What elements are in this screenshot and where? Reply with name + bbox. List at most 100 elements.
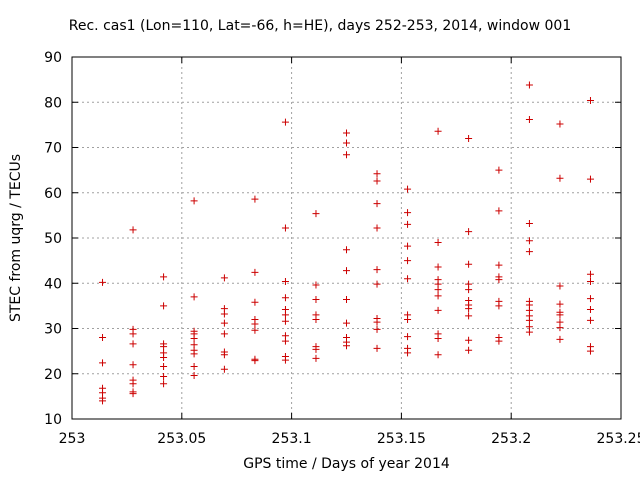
data-point bbox=[373, 224, 381, 232]
y-tick-label: 60 bbox=[44, 186, 62, 202]
data-point bbox=[373, 266, 381, 274]
data-point bbox=[312, 296, 320, 304]
data-point bbox=[525, 115, 533, 123]
data-point bbox=[160, 273, 168, 281]
data-point bbox=[586, 175, 594, 183]
data-point bbox=[434, 351, 442, 359]
data-point bbox=[465, 228, 473, 236]
data-point bbox=[343, 139, 350, 147]
data-point bbox=[343, 246, 350, 254]
x-tick-label: 253.15 bbox=[377, 431, 426, 447]
data-point bbox=[281, 337, 289, 345]
y-tick-labels: 10 20 30 40 50 60 70 80 90 bbox=[44, 50, 62, 428]
data-point bbox=[404, 333, 412, 341]
grid-layer bbox=[72, 57, 621, 419]
data-point bbox=[434, 263, 442, 271]
y-tick-label: 70 bbox=[44, 141, 62, 157]
data-point bbox=[556, 324, 564, 332]
data-point bbox=[190, 197, 198, 205]
data-point bbox=[495, 337, 503, 345]
data-point bbox=[160, 302, 168, 310]
data-point bbox=[373, 280, 381, 288]
data-point bbox=[465, 346, 473, 354]
data-point bbox=[373, 318, 381, 326]
data-point bbox=[586, 316, 594, 324]
data-point bbox=[160, 363, 168, 371]
data-point bbox=[281, 356, 289, 364]
data-point bbox=[281, 317, 289, 325]
data-point bbox=[281, 294, 289, 302]
data-point bbox=[99, 334, 107, 342]
data-point bbox=[434, 239, 442, 247]
y-tick-label: 30 bbox=[44, 322, 62, 338]
data-point bbox=[586, 277, 594, 285]
data-point bbox=[251, 326, 259, 334]
data-point bbox=[251, 268, 259, 276]
x-tick-labels: 253 253.05 253.1 253.15 253.2 253.25 bbox=[59, 431, 640, 447]
data-point bbox=[190, 293, 198, 301]
x-axis-label: GPS time / Days of year 2014 bbox=[243, 456, 450, 472]
data-point bbox=[312, 315, 320, 323]
data-point bbox=[434, 286, 442, 294]
data-point bbox=[220, 365, 228, 373]
chart-title: Rec. cas1 (Lon=110, Lat=-66, h=HE), days… bbox=[68, 18, 572, 34]
x-tick-label: 253.05 bbox=[157, 431, 206, 447]
data-point bbox=[465, 305, 473, 313]
data-point bbox=[556, 311, 564, 319]
data-point bbox=[251, 357, 259, 365]
data-point bbox=[373, 325, 381, 333]
data-point bbox=[160, 372, 168, 380]
data-point bbox=[343, 267, 350, 275]
data-point bbox=[190, 372, 198, 380]
data-point bbox=[586, 305, 594, 313]
data-point bbox=[586, 295, 594, 303]
data-point bbox=[220, 319, 228, 327]
x-tick-label: 253.2 bbox=[491, 431, 531, 447]
data-point bbox=[465, 286, 473, 294]
y-tick-label: 90 bbox=[44, 50, 62, 66]
data-point bbox=[160, 380, 168, 388]
data-point bbox=[556, 282, 564, 290]
data-point bbox=[129, 330, 137, 338]
data-point bbox=[586, 96, 594, 104]
data-point bbox=[343, 342, 350, 350]
data-point bbox=[190, 350, 198, 358]
data-point bbox=[404, 257, 412, 265]
data-point bbox=[525, 328, 533, 336]
data-point bbox=[465, 134, 473, 142]
data-point bbox=[434, 292, 442, 300]
x-tick-label: 253.25 bbox=[597, 431, 640, 447]
data-point bbox=[404, 242, 412, 250]
data-point bbox=[556, 335, 564, 343]
data-point bbox=[404, 349, 412, 357]
data-point bbox=[404, 315, 412, 323]
data-point bbox=[465, 336, 473, 344]
data-point bbox=[281, 118, 289, 126]
data-point bbox=[343, 151, 350, 159]
data-point bbox=[556, 174, 564, 182]
data-point bbox=[99, 397, 107, 405]
data-point bbox=[312, 210, 320, 218]
data-point bbox=[99, 359, 107, 367]
data-point bbox=[434, 127, 442, 135]
data-point bbox=[220, 274, 228, 282]
y-tick-label: 10 bbox=[44, 412, 62, 428]
data-point bbox=[495, 261, 503, 269]
data-point bbox=[404, 275, 412, 283]
data-points bbox=[99, 81, 594, 405]
data-point bbox=[343, 296, 350, 304]
data-point bbox=[129, 226, 137, 234]
data-point bbox=[525, 220, 533, 228]
y-axis-label: STEC from uqrg / TECUs bbox=[8, 153, 24, 323]
data-point bbox=[373, 344, 381, 352]
data-point bbox=[281, 311, 289, 319]
data-point bbox=[404, 209, 412, 217]
data-point bbox=[434, 306, 442, 314]
data-point bbox=[525, 237, 533, 245]
tick-layer bbox=[71, 56, 622, 420]
data-point bbox=[160, 343, 168, 351]
y-tick-label: 40 bbox=[44, 276, 62, 292]
data-point bbox=[404, 220, 412, 228]
data-point bbox=[190, 363, 198, 371]
